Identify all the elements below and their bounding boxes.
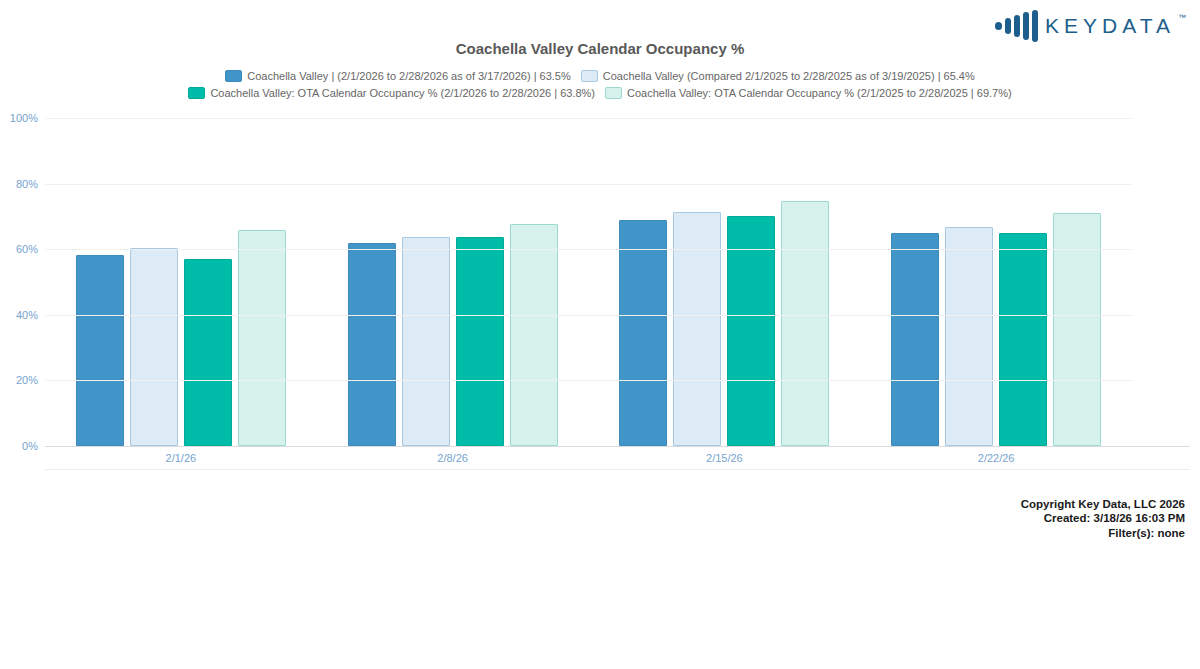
bar-series-4-2/15/26[interactable] [781, 201, 829, 446]
legend-label: Coachella Valley | (2/1/2026 to 2/28/202… [247, 70, 571, 82]
chart-title: Coachella Valley Calendar Occupancy % [0, 40, 1200, 57]
x-tick-label-2/15/26: 2/15/26 [619, 452, 829, 464]
legend-label: Coachella Valley: OTA Calendar Occupancy… [210, 87, 595, 99]
gridline-80 [45, 184, 1132, 185]
bar-series-2-2/22/26[interactable] [945, 227, 993, 446]
bar-group-2/1/26 [76, 118, 286, 446]
legend-item-series-2[interactable]: Coachella Valley (Compared 2/1/2025 to 2… [581, 70, 975, 82]
legend-swatch-icon [581, 70, 598, 82]
bar-groups [45, 118, 1132, 446]
y-axis: 0%20%40%60%80%100% [0, 118, 38, 446]
gridline-100 [45, 118, 1132, 119]
x-axis-labels: 2/1/26 2/8/26 2/15/26 2/22/26 [45, 452, 1132, 464]
legend-swatch-icon [225, 70, 242, 82]
legend-label: Coachella Valley (Compared 2/1/2025 to 2… [603, 70, 975, 82]
bar-series-1-2/22/26[interactable] [891, 233, 939, 446]
bar-series-4-2/8/26[interactable] [510, 224, 558, 446]
bar-series-1-2/8/26[interactable] [348, 243, 396, 446]
legend-item-series-3[interactable]: Coachella Valley: OTA Calendar Occupancy… [188, 87, 595, 99]
bar-series-2-2/8/26[interactable] [402, 237, 450, 446]
bar-group-2/15/26 [619, 118, 829, 446]
legend-label: Coachella Valley: OTA Calendar Occupancy… [627, 87, 1012, 99]
legend-row-1: Coachella Valley | (2/1/2026 to 2/28/202… [0, 70, 1200, 82]
bar-series-1-2/1/26[interactable] [76, 255, 124, 446]
footer-created: Created: 3/18/26 16:03 PM [1021, 511, 1185, 525]
bar-series-2-2/1/26[interactable] [130, 248, 178, 446]
gridline-20 [45, 380, 1132, 381]
x-tick-label-2/8/26: 2/8/26 [348, 452, 558, 464]
bar-group-2/22/26 [891, 118, 1101, 446]
bar-series-1-2/15/26[interactable] [619, 220, 667, 446]
ascending-bars-icon [995, 10, 1038, 42]
chart-legend: Coachella Valley | (2/1/2026 to 2/28/202… [0, 70, 1200, 99]
y-tick-label-60: 60% [0, 243, 38, 255]
y-tick-label-40: 40% [0, 309, 38, 321]
y-tick-label-20: 20% [0, 374, 38, 386]
y-tick-label-80: 80% [0, 178, 38, 190]
bar-series-4-2/22/26[interactable] [1053, 213, 1101, 446]
bar-series-3-2/22/26[interactable] [999, 233, 1047, 446]
footer-filters: Filter(s): none [1021, 526, 1185, 540]
bar-series-2-2/15/26[interactable] [673, 212, 721, 446]
gridline-60 [45, 249, 1132, 250]
legend-item-series-4[interactable]: Coachella Valley: OTA Calendar Occupancy… [605, 87, 1012, 99]
y-tick-label-100: 100% [0, 112, 38, 124]
x-tick-label-2/22/26: 2/22/26 [891, 452, 1101, 464]
x-axis-line [45, 446, 1190, 447]
bar-series-4-2/1/26[interactable] [238, 230, 286, 446]
legend-swatch-icon [188, 87, 205, 99]
legend-item-series-1[interactable]: Coachella Valley | (2/1/2026 to 2/28/202… [225, 70, 571, 82]
gridline-40 [45, 315, 1132, 316]
plot-area [45, 118, 1132, 446]
legend-swatch-icon [605, 87, 622, 99]
footer-copyright: Copyright Key Data, LLC 2026 [1021, 497, 1185, 511]
keydata-logo: KEYDATA ™ [995, 10, 1186, 42]
bar-series-3-2/8/26[interactable] [456, 237, 504, 446]
trademark-symbol: ™ [1178, 13, 1186, 22]
bar-series-3-2/15/26[interactable] [727, 216, 775, 446]
axis-area-divider [45, 469, 1190, 470]
y-tick-label-0: 0% [0, 440, 38, 452]
bar-group-2/8/26 [348, 118, 558, 446]
report-page: KEYDATA ™ Coachella Valley Calendar Occu… [0, 0, 1200, 669]
legend-row-2: Coachella Valley: OTA Calendar Occupancy… [0, 87, 1200, 99]
bar-series-3-2/1/26[interactable] [184, 259, 232, 446]
logo-brand-text: KEYDATA [1045, 14, 1175, 38]
x-tick-label-2/1/26: 2/1/26 [76, 452, 286, 464]
report-footer: Copyright Key Data, LLC 2026 Created: 3/… [1021, 497, 1185, 540]
